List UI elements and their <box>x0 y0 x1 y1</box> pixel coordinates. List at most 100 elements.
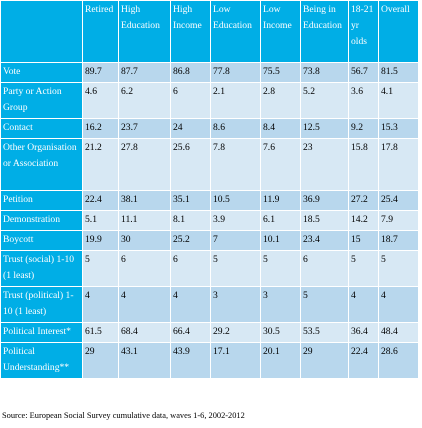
source-note: Source: European Social Survey cumulativ… <box>2 411 245 420</box>
table-row: Boycott 19.9 30 25.2 7 10.1 23.4 15 18.7 <box>0 230 419 251</box>
table-cell: 15 <box>348 230 379 251</box>
table-cell: 6.1 <box>260 210 301 231</box>
row-label: Party or Action Group <box>0 82 83 119</box>
table-cell: 15.8 <box>348 138 379 191</box>
table-cell: 4 <box>378 286 419 323</box>
table-cell: 5.1 <box>82 210 119 231</box>
row-label: Contact <box>0 118 83 139</box>
row-label: Trust (political) 1-10 (1 least) <box>0 286 83 323</box>
table-cell: 11.1 <box>118 210 171 231</box>
table-cell: 6 <box>118 250 171 287</box>
table-cell: 5 <box>378 250 419 287</box>
table-cell: 28.6 <box>378 342 419 379</box>
table-cell: 8.4 <box>260 118 301 139</box>
table-cell: 20.1 <box>260 342 301 379</box>
table-cell: 25.2 <box>170 230 211 251</box>
table-cell: 86.8 <box>170 62 211 83</box>
table-cell: 23 <box>300 138 349 191</box>
table-cell: 2.8 <box>260 82 301 119</box>
table-cell: 36.4 <box>348 322 379 343</box>
table-cell: 11.9 <box>260 190 301 211</box>
table-cell: 4 <box>82 286 119 323</box>
table-cell: 21.2 <box>82 138 119 191</box>
table-cell: 73.8 <box>300 62 349 83</box>
table-cell: 18.5 <box>300 210 349 231</box>
column-header: Low Income <box>260 0 301 63</box>
table-cell: 87.7 <box>118 62 171 83</box>
table-cell: 25.4 <box>378 190 419 211</box>
table-cell: 6 <box>170 82 211 119</box>
table-cell: 4 <box>118 286 171 323</box>
table-cell: 38.1 <box>118 190 171 211</box>
table-row: Vote 89.7 87.7 86.8 77.8 75.5 73.8 56.7 81.5 <box>0 62 419 83</box>
column-header: High Education <box>118 0 171 63</box>
table-cell: 12.5 <box>300 118 349 139</box>
table-cell: 5 <box>300 286 349 323</box>
table-cell: 27.2 <box>348 190 379 211</box>
table-cell: 5 <box>210 250 261 287</box>
table-cell: 4 <box>170 286 211 323</box>
row-label: Vote <box>0 62 83 83</box>
table-cell: 3 <box>260 286 301 323</box>
row-label: Trust (social) 1-10 (1 least) <box>0 250 83 287</box>
table-cell: 30.5 <box>260 322 301 343</box>
table-cell: 9.2 <box>348 118 379 139</box>
table-cell: 36.9 <box>300 190 349 211</box>
table-cell: 5.2 <box>300 82 349 119</box>
table-row: Other Organisation or Association 21.2 27.… <box>0 138 419 191</box>
table-cell: 10.5 <box>210 190 261 211</box>
row-label: Political Interest* <box>0 322 83 343</box>
table-cell: 66.4 <box>170 322 211 343</box>
table-cell: 7.8 <box>210 138 261 191</box>
table-cell: 43.9 <box>170 342 211 379</box>
table-row: Contact 16.2 23.7 24 8.6 8.4 12.5 9.2 15.3 <box>0 118 419 139</box>
column-header: High Income <box>170 0 211 63</box>
table-cell: 6.2 <box>118 82 171 119</box>
table-cell: 30 <box>118 230 171 251</box>
table-body: Vote 89.7 87.7 86.8 77.8 75.5 73.8 56.7 81.5 Part… <box>0 62 419 379</box>
table-cell: 22.4 <box>348 342 379 379</box>
table-cell: 29.2 <box>210 322 261 343</box>
table-cell: 8.1 <box>170 210 211 231</box>
table-cell: 2.1 <box>210 82 261 119</box>
table-cell: 4.1 <box>378 82 419 119</box>
table-cell: 4.6 <box>82 82 119 119</box>
table-cell: 75.5 <box>260 62 301 83</box>
table-row: Trust (political) 1-10 (1 least) 4 4 4 3 3 5 4 4 <box>0 286 419 323</box>
table-cell: 18.7 <box>378 230 419 251</box>
header-corner <box>0 0 83 63</box>
row-label: Petition <box>0 190 83 211</box>
column-header: Retired <box>82 0 119 63</box>
table-cell: 19.9 <box>82 230 119 251</box>
table-cell: 5 <box>348 250 379 287</box>
table-cell: 24 <box>170 118 211 139</box>
table-cell: 23.7 <box>118 118 171 139</box>
table-row: Political Interest* 61.5 68.4 66.4 29.2 30.5 5… <box>0 322 419 343</box>
table-cell: 4 <box>348 286 379 323</box>
table-row: Political Understanding** 29 43.1 43.9 17.1 2… <box>0 342 419 379</box>
table-cell: 6 <box>170 250 211 287</box>
table-cell: 27.8 <box>118 138 171 191</box>
table-cell: 29 <box>82 342 119 379</box>
table-cell: 56.7 <box>348 62 379 83</box>
column-header: Being in Education <box>300 0 349 63</box>
table-cell: 22.4 <box>82 190 119 211</box>
table-cell: 23.4 <box>300 230 349 251</box>
table-cell: 7.6 <box>260 138 301 191</box>
table-cell: 17.8 <box>378 138 419 191</box>
participation-table: Retired High Education High Income Low E… <box>0 0 419 379</box>
table-cell: 7.9 <box>378 210 419 231</box>
table-cell: 3 <box>210 286 261 323</box>
table-cell: 8.6 <box>210 118 261 139</box>
table-cell: 17.1 <box>210 342 261 379</box>
table-cell: 25.6 <box>170 138 211 191</box>
table-cell: 48.4 <box>378 322 419 343</box>
table-cell: 77.8 <box>210 62 261 83</box>
row-label: Demonstration <box>0 210 83 231</box>
table-cell: 81.5 <box>378 62 419 83</box>
table-cell: 15.3 <box>378 118 419 139</box>
column-header: Low Education <box>210 0 261 63</box>
table-cell: 14.2 <box>348 210 379 231</box>
table-cell: 35.1 <box>170 190 211 211</box>
table-row: Petition 22.4 38.1 35.1 10.5 11.9 36.9 27.2 25.4 <box>0 190 419 211</box>
